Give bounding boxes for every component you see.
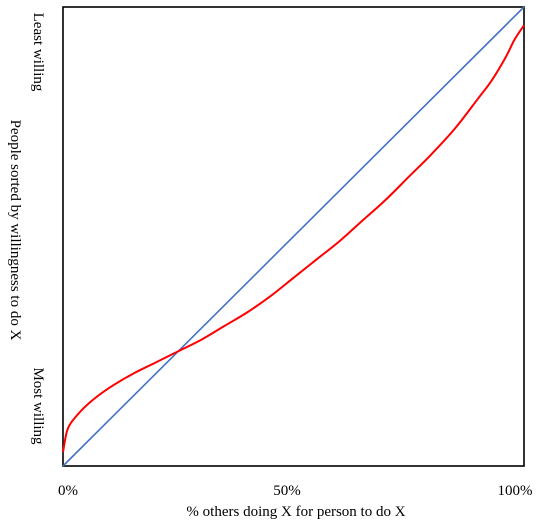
x-tick-label: 50%: [273, 483, 301, 499]
y-label-top: Least willing: [30, 13, 46, 92]
series-line-curve: [62, 24, 525, 453]
series-layer: [62, 6, 525, 467]
x-tick-label: 0%: [58, 483, 78, 499]
plot-frame: [62, 6, 525, 467]
y-label-bottom: Most willing: [30, 367, 46, 445]
x-axis-label: % others doing X for person to do X: [186, 504, 405, 520]
y-axis-label: People sorted by willingness to do X: [7, 120, 23, 341]
series-line-diagonal: [62, 6, 525, 467]
x-tick-label: 100%: [498, 483, 533, 499]
